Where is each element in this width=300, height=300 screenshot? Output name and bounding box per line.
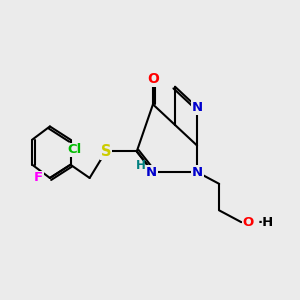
Text: N: N	[146, 166, 157, 178]
Text: O: O	[147, 72, 159, 86]
Text: O: O	[243, 216, 254, 229]
Text: S: S	[100, 144, 111, 159]
Text: H: H	[136, 159, 146, 172]
Text: ·H: ·H	[257, 216, 274, 229]
Text: N: N	[191, 101, 203, 114]
Text: N: N	[191, 166, 203, 178]
Text: F: F	[34, 172, 43, 184]
Text: Cl: Cl	[68, 143, 82, 157]
